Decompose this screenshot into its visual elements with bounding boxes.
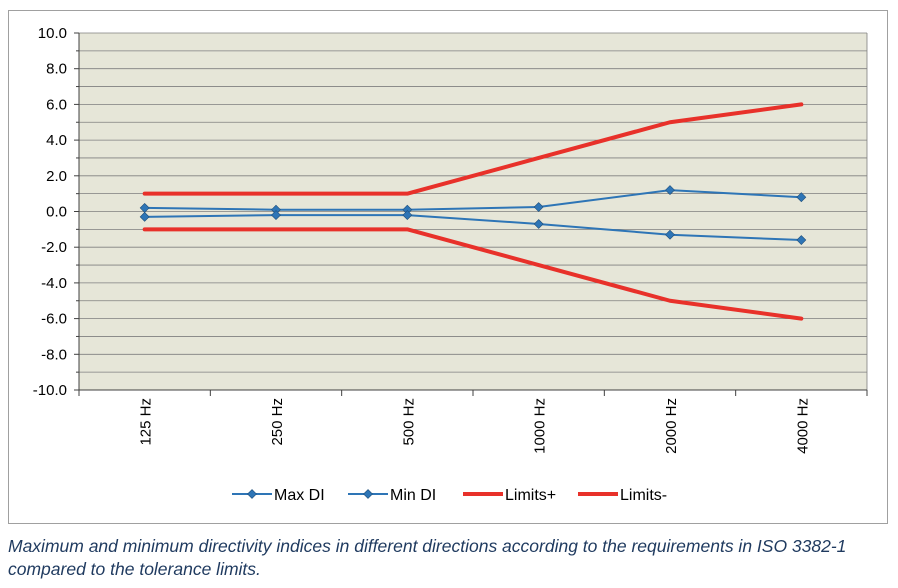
series-line-min-di [143, 214, 803, 242]
data-point [665, 185, 675, 196]
y-tick-label: 0.0 [46, 204, 67, 221]
y-tick-label: 2.0 [46, 168, 67, 185]
legend-label: Max DI [274, 487, 325, 504]
figure-caption: Maximum and minimum directivity indices … [8, 536, 847, 579]
y-tick-label: -6.0 [41, 311, 67, 328]
x-tick-label: 125 Hz [138, 398, 155, 446]
legend-label: Min DI [390, 487, 436, 504]
data-point [665, 229, 675, 240]
x-tick-label: 250 Hz [269, 398, 286, 446]
x-tick-label: 2000 Hz [663, 398, 680, 454]
y-tick-label: 6.0 [46, 96, 67, 113]
x-tick-label: 4000 Hz [794, 398, 811, 454]
y-tick-label: 8.0 [46, 61, 67, 78]
data-point [796, 192, 807, 203]
data-point [533, 219, 544, 229]
data-point [402, 210, 413, 220]
y-tick-label: 4.0 [46, 132, 67, 149]
y-tick-label: -2.0 [41, 239, 67, 256]
series-line-limits- [142, 227, 804, 321]
y-tick-label: -8.0 [41, 346, 67, 363]
legend-label: Limits- [620, 487, 667, 504]
y-tick-label: -10.0 [33, 382, 67, 399]
y-tick-label: 10.0 [38, 25, 67, 42]
series-line-max-di [143, 189, 803, 211]
y-tick-label: -4.0 [41, 275, 67, 292]
data-point [139, 211, 150, 222]
x-tick-label: 500 Hz [400, 398, 417, 446]
data-point [796, 235, 807, 245]
legend-marker [247, 489, 257, 499]
legend-label: Limits+ [505, 487, 556, 504]
series-line-limits- [142, 102, 804, 196]
data-point [271, 210, 281, 220]
x-tick-label: 1000 Hz [532, 398, 549, 454]
legend-marker [363, 489, 373, 499]
data-point [533, 202, 544, 212]
